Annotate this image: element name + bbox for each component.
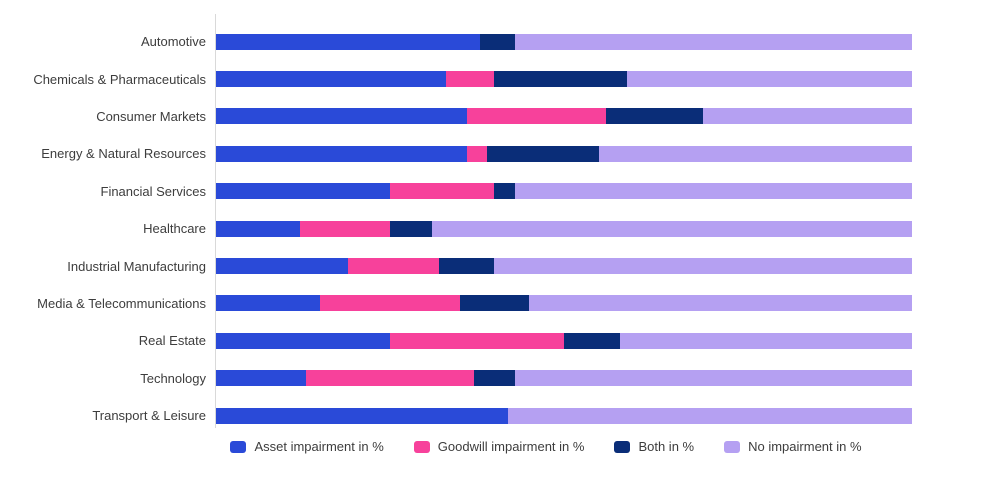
bar-segment[interactable] <box>348 258 439 275</box>
bar-segment[interactable] <box>494 258 912 275</box>
chart-rows: Automotive Chemicals & Pharmaceuticals Con… <box>0 23 912 434</box>
bar-row: Automotive <box>0 23 912 60</box>
bar-track <box>216 145 912 162</box>
category-label: Transport & Leisure <box>92 408 206 424</box>
bar-row: Financial Services <box>0 173 912 210</box>
legend-swatch-icon <box>614 440 631 453</box>
legend-item[interactable]: Asset impairment in % <box>230 439 384 454</box>
bar-segment[interactable] <box>494 183 516 200</box>
bar-row: Healthcare <box>0 210 912 247</box>
bar-row: Media & Telecommunications <box>0 285 912 322</box>
category-label: Industrial Manufacturing <box>67 258 206 274</box>
bar-segment[interactable] <box>216 108 467 125</box>
bar-segment[interactable] <box>320 295 460 312</box>
bar-segment[interactable] <box>390 332 564 349</box>
bar-segment[interactable] <box>216 370 307 387</box>
bar-track <box>216 108 912 125</box>
bar-segment[interactable] <box>515 33 912 50</box>
bar-row: Real Estate <box>0 322 912 359</box>
bar-segment[interactable] <box>494 71 627 88</box>
bar-segment[interactable] <box>515 183 912 200</box>
bar-segment[interactable] <box>459 295 530 312</box>
bar-row: Energy & Natural Resources <box>0 135 912 172</box>
category-label: Technology <box>140 370 206 386</box>
bar-segment[interactable] <box>487 145 599 162</box>
y-axis-line <box>215 14 216 428</box>
bar-segment[interactable] <box>216 407 509 424</box>
bar-row: Transport & Leisure <box>0 397 912 434</box>
legend-item[interactable]: Both in % <box>614 439 694 454</box>
bar-track <box>216 370 912 387</box>
bar-track <box>216 332 912 349</box>
category-label: Financial Services <box>100 183 207 199</box>
bar-segment[interactable] <box>466 108 606 125</box>
bar-segment[interactable] <box>216 33 481 50</box>
bar-track <box>216 407 912 424</box>
legend-label: Goodwill impairment in % <box>437 439 585 454</box>
category-label: Healthcare <box>143 221 206 237</box>
bar-segment[interactable] <box>299 220 390 237</box>
bar-segment[interactable] <box>216 183 390 200</box>
category-label: Chemicals & Pharmaceuticals <box>33 71 206 87</box>
bar-segment[interactable] <box>466 145 488 162</box>
bar-segment[interactable] <box>619 332 912 349</box>
legend-item[interactable]: No impairment in % <box>724 439 862 454</box>
bar-segment[interactable] <box>703 108 912 125</box>
bar-segment[interactable] <box>598 145 912 162</box>
bar-segment[interactable] <box>216 145 467 162</box>
legend-swatch-icon <box>724 440 741 453</box>
bar-row: Chemicals & Pharmaceuticals <box>0 60 912 97</box>
category-label: Real Estate <box>138 333 206 349</box>
bar-segment[interactable] <box>216 332 390 349</box>
legend-label: Asset impairment in % <box>254 439 384 454</box>
legend-label: Both in % <box>638 439 695 454</box>
category-label: Automotive <box>140 34 206 50</box>
bar-track <box>216 33 912 50</box>
legend-label: No impairment in % <box>748 439 862 454</box>
bar-segment[interactable] <box>216 71 446 88</box>
category-label: Media & Telecommunications <box>37 295 206 311</box>
bar-segment[interactable] <box>564 332 620 349</box>
bar-segment[interactable] <box>216 295 321 312</box>
bar-segment[interactable] <box>438 258 495 275</box>
bar-segment[interactable] <box>508 407 912 424</box>
bar-segment[interactable] <box>626 71 912 88</box>
bar-row: Technology <box>0 360 912 397</box>
bar-segment[interactable] <box>605 108 704 125</box>
bar-track <box>216 183 912 200</box>
legend-swatch-icon <box>230 440 247 453</box>
legend-item[interactable]: Goodwill impairment in % <box>413 439 585 454</box>
bar-segment[interactable] <box>389 220 432 237</box>
category-label: Consumer Markets <box>96 108 206 124</box>
bar-track <box>216 295 912 312</box>
bar-segment[interactable] <box>529 295 912 312</box>
legend-swatch-icon <box>413 440 430 453</box>
bar-segment[interactable] <box>216 220 300 237</box>
category-label: Energy & Natural Resources <box>41 146 206 162</box>
chart-legend: Asset impairment in % Goodwill impairment… <box>90 439 1000 454</box>
bar-segment[interactable] <box>473 370 516 387</box>
bar-segment[interactable] <box>515 370 912 387</box>
bar-row: Industrial Manufacturing <box>0 247 912 284</box>
bar-segment[interactable] <box>216 258 349 275</box>
bar-segment[interactable] <box>431 220 912 237</box>
bar-track <box>216 258 912 275</box>
bar-track <box>216 220 912 237</box>
bar-segment[interactable] <box>445 71 495 88</box>
bar-segment[interactable] <box>480 33 516 50</box>
bar-segment[interactable] <box>306 370 474 387</box>
bar-row: Consumer Markets <box>0 98 912 135</box>
bar-track <box>216 71 912 88</box>
bar-segment[interactable] <box>390 183 495 200</box>
